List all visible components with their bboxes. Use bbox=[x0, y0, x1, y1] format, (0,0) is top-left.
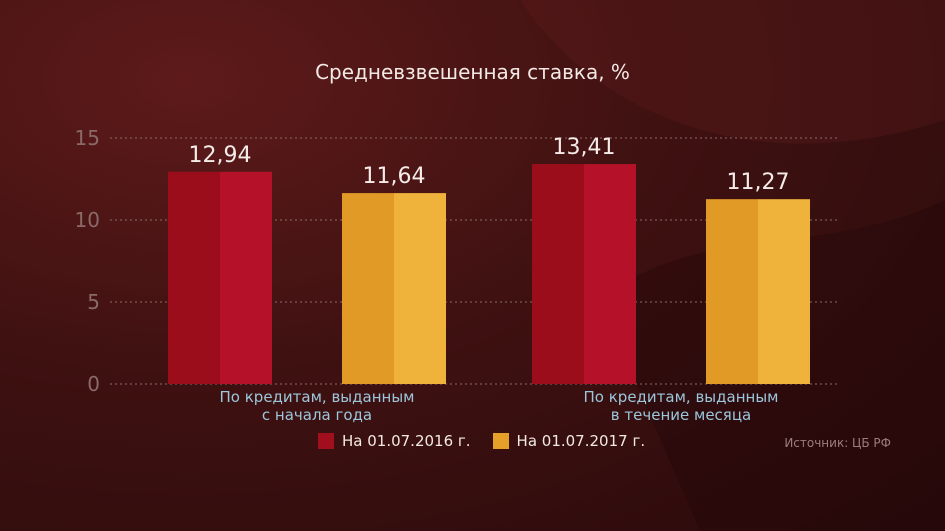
value-labels-layer: 12,94 11,64 13,41 11,27 bbox=[189, 135, 790, 195]
bar-2017-1 bbox=[706, 199, 810, 384]
source-note: Источник: ЦБ РФ bbox=[784, 436, 891, 450]
legend: На 01.07.2016 г. На 01.07.2017 г. bbox=[318, 432, 667, 450]
legend-label-2016: На 01.07.2016 г. bbox=[342, 432, 471, 450]
y-tick-label: 0 bbox=[87, 372, 100, 396]
chart-title: Средневзвешенная ставка, % bbox=[315, 60, 630, 84]
category-label: в течение месяца bbox=[611, 406, 751, 424]
data-label: 11,27 bbox=[727, 170, 790, 195]
y-axis-ticks: 0 5 10 15 bbox=[75, 126, 100, 396]
y-tick-label: 15 bbox=[75, 126, 100, 150]
bar-2017-0 bbox=[342, 193, 446, 384]
category-label: с начала года bbox=[262, 406, 372, 424]
data-label: 13,41 bbox=[553, 135, 616, 160]
legend-label-2017: На 01.07.2017 г. bbox=[516, 432, 646, 450]
category-label: По кредитам, выданным bbox=[220, 388, 415, 406]
bars-layer bbox=[168, 164, 810, 384]
bar-2016-1 bbox=[532, 164, 636, 384]
y-tick-label: 5 bbox=[87, 290, 100, 314]
data-label: 12,94 bbox=[189, 143, 252, 168]
data-label: 11,64 bbox=[363, 164, 426, 189]
legend-swatch-2017 bbox=[492, 433, 509, 449]
legend-swatch-2016 bbox=[318, 433, 334, 449]
legend-item-2017: На 01.07.2017 г. bbox=[492, 432, 646, 450]
bar-2016-0 bbox=[168, 171, 272, 384]
y-tick-label: 10 bbox=[75, 208, 100, 232]
category-label: По кредитам, выданным bbox=[584, 388, 779, 406]
legend-item-2016: На 01.07.2016 г. bbox=[318, 432, 471, 450]
